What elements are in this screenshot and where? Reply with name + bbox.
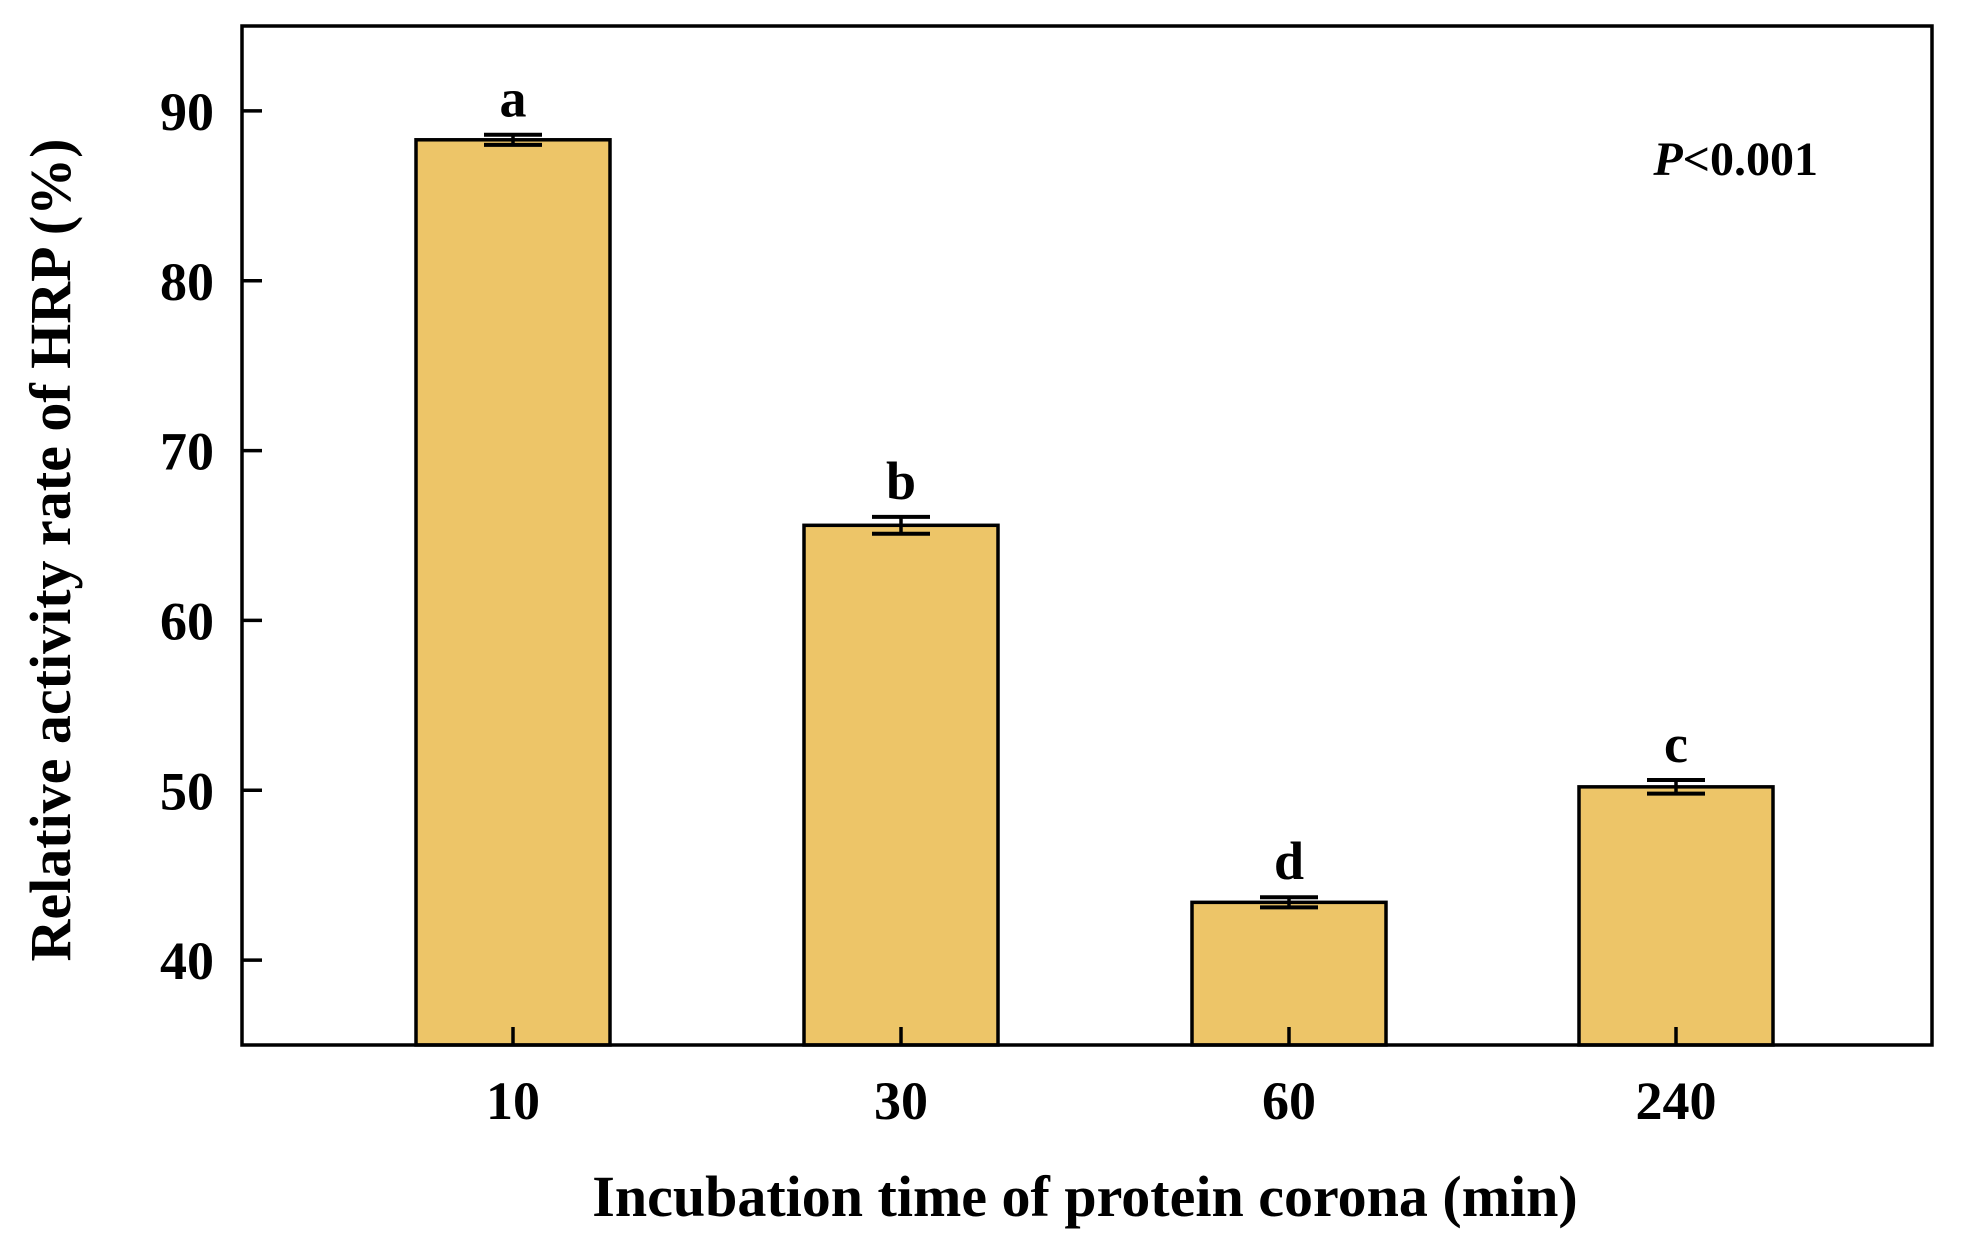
- p-value-annotation: P<0.001: [1652, 133, 1818, 186]
- x-tick-label-10: 10: [486, 1071, 540, 1131]
- error-bar-240: [1647, 778, 1705, 796]
- y-tick-label-70: 70: [160, 422, 214, 482]
- y-tick-label-40: 40: [160, 931, 214, 991]
- significance-letter-30: b: [886, 451, 916, 511]
- p-value-symbol: P: [1652, 133, 1683, 186]
- bars-layer: [414, 138, 1775, 1047]
- p-value-threshold: <0.001: [1683, 133, 1818, 186]
- significance-letter-10: a: [500, 69, 527, 129]
- x-tick-label-60: 60: [1262, 1071, 1316, 1131]
- y-tick-label-80: 80: [160, 252, 214, 312]
- bar-60: [1190, 900, 1388, 1047]
- significance-letters-layer: a b d c: [500, 69, 1688, 892]
- y-tick-label-50: 50: [160, 761, 214, 821]
- bar-10: [414, 138, 612, 1047]
- x-tick-label-30: 30: [874, 1071, 928, 1131]
- x-axis-title: Incubation time of protein corona (min): [592, 1164, 1577, 1229]
- plot-frame: [240, 24, 1934, 1047]
- error-bar-30: [872, 514, 930, 536]
- y-axis-ticks: 40 50 60 70 80 90: [160, 82, 262, 991]
- error-bar-60: [1260, 895, 1318, 910]
- error-bars-layer: [484, 132, 1705, 910]
- significance-letter-60: d: [1274, 831, 1304, 891]
- x-axis-ticks: 10 30 60 240: [486, 1027, 1717, 1131]
- x-tick-label-240: 240: [1636, 1071, 1717, 1131]
- error-bar-10: [484, 132, 542, 147]
- y-tick-label-60: 60: [160, 591, 214, 651]
- significance-letter-240: c: [1664, 714, 1688, 774]
- y-tick-label-90: 90: [160, 82, 214, 142]
- bar-240: [1577, 785, 1775, 1047]
- bar-30: [802, 523, 1000, 1047]
- y-axis-title: Relative activity rate of HRP (%): [18, 139, 83, 962]
